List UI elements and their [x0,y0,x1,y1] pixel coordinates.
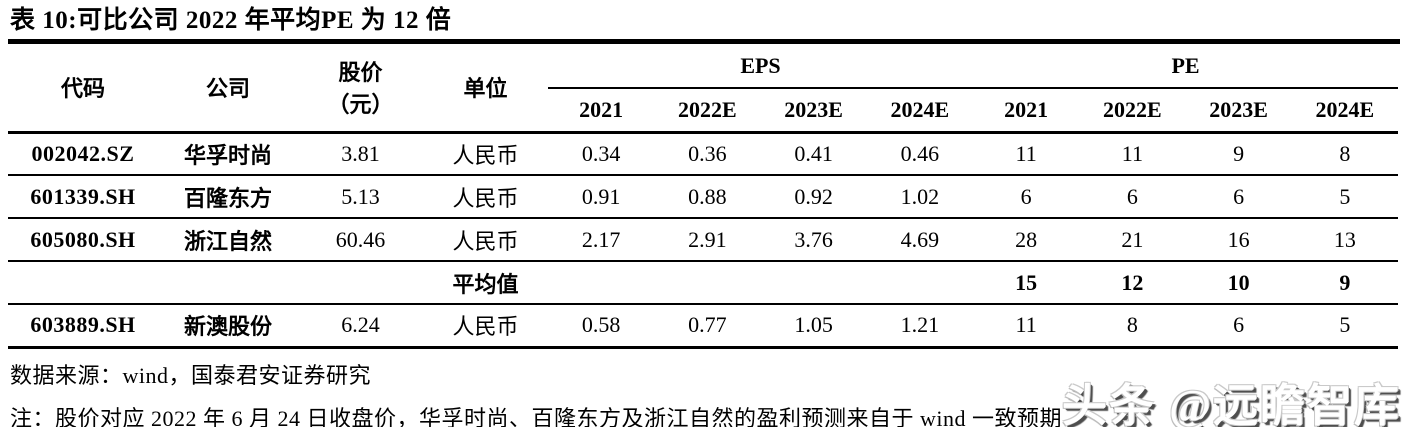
eps-value-cell: 0.77 [654,303,761,349]
header-pe-year-2021: 2021 [973,88,1080,134]
header-unit: 单位 [423,44,548,134]
table-row-bailong: 601339.SH 百隆东方 5.13 人民币 0.91 0.88 0.92 1… [8,174,1398,218]
pe-value-cell: 9 [1233,140,1245,166]
eps-value-cell: 2.17 [548,217,655,261]
eps-value-cell: 4.69 [866,217,973,261]
pe-value-cell: 8 [1079,303,1186,349]
header-price-line1: 股价 [338,60,383,86]
eps-value-cell [866,260,973,304]
eps-value-cell: 1.02 [866,174,973,218]
pe-value-cell: 5 [1291,174,1398,218]
pe-average-cell: 12 [1079,260,1186,304]
pe-value-cell: 11 [1015,140,1037,166]
pe-value-cell: 11 [1121,140,1143,166]
company-cell [158,260,298,304]
price-cell: 5.13 [298,174,423,218]
average-label-cell: 平均值 [423,260,548,304]
table-row-average: 平均值 15 12 10 9 [8,260,1398,304]
header-group-row: 代码 公司 股价 （元） 单位 EPS PE [8,44,1398,134]
header-code: 代码 [8,44,158,134]
pe-value-cell: 6 [1185,174,1292,218]
price-cell: 60.46 [298,217,423,261]
unit-cell: 人民币 [452,142,519,168]
header-eps-year-2024e: 2024E [866,88,973,134]
eps-value-cell: 0.92 [760,174,867,218]
unit-cell: 人民币 [423,174,548,218]
table-row-xinao: 603889.SH 新澳股份 6.24 人民币 0.58 0.77 1.05 1… [8,303,1398,349]
watermark-toutiao-yuanzhan: 头条 @远瞻智库 [1061,381,1401,427]
code-cell: 002042.SZ [31,140,135,166]
price-cell [298,260,423,304]
header-year-row: 2021 2022E 2023E 2024E 2021 2022E 2023E … [8,88,1398,134]
company-cell: 华孚时尚 [183,142,272,168]
eps-value-cell: 0.36 [688,140,727,166]
header-eps-year-2023e: 2023E [760,88,867,134]
code-cell: 605080.SH [8,217,158,261]
price-cell: 3.81 [341,140,380,166]
pe-value-cell: 21 [1079,217,1186,261]
code-cell: 603889.SH [8,303,158,349]
eps-value-cell [548,260,655,304]
table-title: 表 10:可比公司 2022 年平均PE 为 12 倍 [10,7,452,34]
pe-value-cell: 5 [1291,303,1398,349]
code-cell [8,260,158,304]
code-cell: 601339.SH [8,174,158,218]
pe-average-cell: 15 [973,260,1080,304]
pe-value-cell: 6 [1185,303,1292,349]
comparable-companies-table: 代码 公司 股价 （元） 单位 EPS PE 2021 2022E 2023E … [8,44,1398,349]
data-source-note: 数据来源：wind，国泰君安证券研究 [10,362,372,388]
header-eps-year-2022e: 2022E [654,88,761,134]
eps-value-cell: 0.91 [548,174,655,218]
header-price-line2: （元） [327,92,394,118]
pe-average-cell: 10 [1185,260,1292,304]
header-eps-year-2021: 2021 [548,88,655,134]
eps-value-cell: 0.41 [794,140,833,166]
company-cell: 百隆东方 [158,174,298,218]
eps-value-cell: 1.05 [760,303,867,349]
unit-cell: 人民币 [423,303,548,349]
pe-value-cell: 28 [973,217,1080,261]
eps-value-cell [654,260,761,304]
pe-value-cell: 6 [973,174,1080,218]
eps-value-cell: 0.58 [548,303,655,349]
table-header: 代码 公司 股价 （元） 单位 EPS PE 2021 2022E 2023E … [8,44,1398,134]
header-price: 股价 （元） [298,44,423,134]
eps-value-cell: 2.91 [654,217,761,261]
footnote: 注：股价对应 2022 年 6 月 24 日收盘价，华孚时尚、百隆东方及浙江自然… [10,405,1063,427]
eps-value-cell: 0.88 [654,174,761,218]
header-eps-group: EPS [548,44,973,89]
pe-value-cell: 16 [1185,217,1292,261]
header-pe-year-2022e: 2022E [1079,88,1186,134]
unit-cell: 人民币 [423,217,548,261]
company-cell: 浙江自然 [158,217,298,261]
eps-value-cell: 0.46 [900,140,940,166]
company-cell: 新澳股份 [158,303,298,349]
eps-value-cell: 1.21 [866,303,973,349]
pe-value-cell: 6 [1079,174,1186,218]
eps-value-cell [760,260,867,304]
table-row-huafu: 002042.SZ 华孚时尚 3.81 人民币 0.34 0.36 0.41 0… [8,132,1398,175]
eps-value-cell: 3.76 [760,217,867,261]
header-company: 公司 [158,44,298,134]
header-pe-group: PE [973,44,1398,89]
title-rule [8,39,1400,44]
pe-value-cell: 8 [1339,140,1351,166]
header-pe-year-2024e: 2024E [1291,88,1398,134]
eps-value-cell: 0.34 [581,140,621,166]
pe-average-cell: 9 [1291,260,1398,304]
table-row-zhejiang: 605080.SH 浙江自然 60.46 人民币 2.17 2.91 3.76 … [8,217,1398,261]
table-body: 002042.SZ 华孚时尚 3.81 人民币 0.34 0.36 0.41 0… [8,132,1398,349]
pe-value-cell: 11 [973,303,1080,349]
header-pe-year-2023e: 2023E [1185,88,1292,134]
price-cell: 6.24 [298,303,423,349]
pe-value-cell: 13 [1291,217,1398,261]
